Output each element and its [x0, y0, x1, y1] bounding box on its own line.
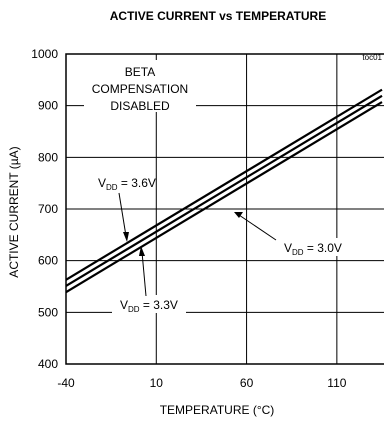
plot-frame [65, 53, 384, 365]
series-line-3 [65, 101, 383, 294]
chart-title: ACTIVE CURRENT vs TEMPERATURE [110, 9, 326, 23]
y-tick-label: 500 [38, 305, 58, 319]
y-axis-label: ACTIVE CURRENT (µA) [7, 146, 21, 277]
series-group [65, 88, 383, 294]
y-tick-label: 1000 [31, 47, 58, 61]
y-tick-label: 400 [38, 357, 58, 371]
y-tick-label: 900 [38, 99, 58, 113]
series-label-3.3v: VDD = 3.3V [112, 246, 186, 314]
y-ticks: 400 500 600 700 800 900 1000 [31, 47, 58, 371]
y-tick-label: 600 [38, 254, 58, 268]
annotation-line-1: BETA [125, 65, 155, 79]
series-line-1 [65, 88, 383, 281]
series-label-3.6v: VDD = 3.6V [92, 174, 156, 242]
annotation-line-3: DISABLED [110, 99, 170, 113]
y-tick-label: 800 [38, 150, 58, 164]
x-tick-label: 60 [240, 376, 254, 390]
x-tick-label: -40 [57, 376, 75, 390]
annotation-line-2: COMPENSATION [92, 82, 188, 96]
series-line-2 [65, 94, 383, 287]
x-tick-label: 110 [327, 376, 346, 390]
annotation-background [84, 60, 196, 112]
svg-text:VDD = 3.6V: VDD = 3.6V [98, 176, 156, 192]
svg-text:VDD = 3.0V: VDD = 3.0V [284, 241, 342, 257]
svg-text:VDD = 3.3V: VDD = 3.3V [120, 298, 178, 314]
x-ticks: -40 10 60 110 [57, 376, 346, 390]
y-tick-label: 700 [38, 202, 58, 216]
chart-source-tag: toc01 [362, 53, 382, 62]
x-axis-label: TEMPERATURE (°C) [160, 403, 275, 417]
x-tick-label: 10 [150, 376, 164, 390]
series-label-3.0v: VDD = 3.0V [234, 212, 358, 257]
